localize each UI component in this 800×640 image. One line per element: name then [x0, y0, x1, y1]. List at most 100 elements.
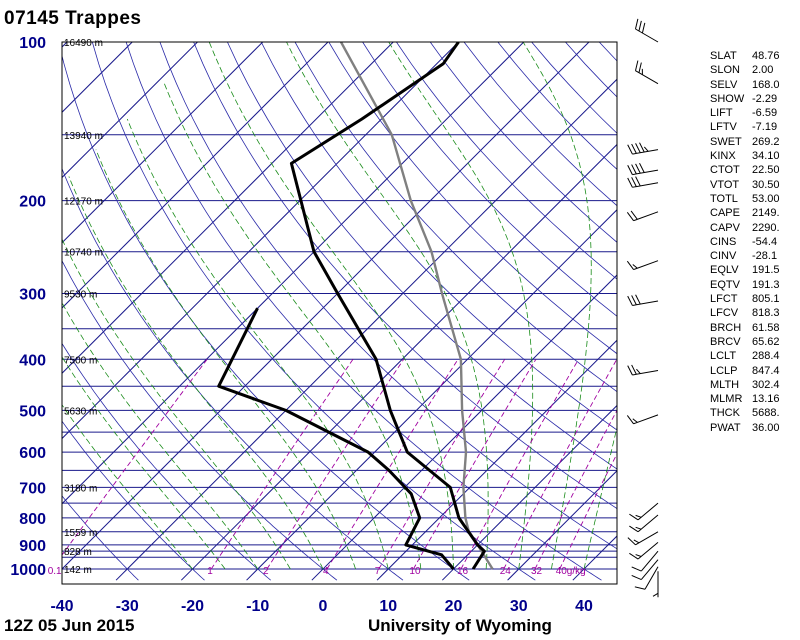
isotherm-line — [0, 30, 13, 580]
index-row: TOTL 53.00 — [710, 193, 780, 207]
index-name: MLTH — [710, 378, 740, 391]
pressure-tick-label: 100 — [19, 35, 46, 52]
index-row: PWAT 36.00 — [710, 422, 780, 436]
mixing-ratio-line — [326, 359, 459, 570]
index-value: 36.00 — [752, 421, 780, 434]
index-name: CTOT — [710, 164, 740, 177]
pressure-tick-label: 1000 — [10, 562, 46, 579]
moist-adiabat — [62, 356, 226, 570]
moist-adiabat — [286, 42, 489, 570]
moist-adiabat — [95, 149, 356, 570]
index-name: TOTL — [710, 192, 738, 205]
stability-indices-panel: SLAT 48.76 SLON 2.00 SELV 168.0 SHOW -2.29 LIFT -… — [710, 50, 780, 436]
isotherm-line — [62, 42, 590, 570]
dewpoint-profile — [217, 307, 455, 570]
wind-barb — [627, 162, 659, 176]
dry-adiabat — [62, 342, 271, 581]
index-row: SELV 168.0 — [710, 79, 780, 93]
index-row: LCLT 288.4 — [710, 350, 780, 364]
wind-barb — [627, 176, 659, 188]
index-value: 847.4 — [752, 364, 780, 377]
pressure-tick-label: 800 — [19, 511, 46, 528]
index-value: -54.4 — [752, 235, 778, 248]
index-value: -6.59 — [752, 107, 778, 120]
wind-barb — [626, 210, 659, 222]
index-name: THCK — [710, 407, 740, 420]
pressure-tick-label: 600 — [19, 445, 46, 462]
index-row: EQLV 191.5 — [710, 264, 780, 278]
wind-barb — [627, 142, 659, 155]
data-source: University of Wyoming — [368, 616, 552, 635]
height-label: 7500 m — [64, 355, 97, 366]
index-value: 13.16 — [752, 393, 780, 406]
index-row: MLTH 302.4 — [710, 379, 780, 393]
wind-barb — [652, 571, 659, 598]
temperature-tick-label: -40 — [50, 598, 73, 615]
moist-adiabat — [68, 176, 324, 570]
isotherm-line — [62, 42, 133, 113]
index-name: VTOT — [710, 178, 740, 191]
temperature-tick-label: 0 — [319, 598, 328, 615]
index-name: LFTV — [710, 121, 737, 134]
parcel-trace — [339, 42, 494, 570]
dry-adiabat — [62, 167, 404, 581]
index-name: LFCV — [710, 307, 739, 320]
moist-adiabat — [583, 425, 617, 570]
mixing-ratio-line — [534, 409, 617, 570]
dry-adiabat — [62, 54, 470, 581]
index-name: SWET — [710, 135, 742, 148]
dry-adiabat — [62, 260, 338, 581]
index-name: CINV — [710, 250, 737, 263]
temperature-profile — [289, 42, 486, 570]
index-row: SLAT 48.76 — [710, 50, 780, 64]
dry-adiabat — [125, 42, 602, 581]
dry-adiabat — [62, 420, 205, 581]
index-name: LCLT — [710, 350, 737, 363]
temperature-tick-label: 40 — [575, 598, 593, 615]
wind-barb — [629, 541, 659, 560]
plot-frame — [61, 41, 618, 585]
wind-barb — [629, 514, 659, 533]
dry-adiabat — [193, 42, 617, 510]
index-name: SELV — [710, 78, 738, 91]
index-row: BRCV 65.62 — [710, 336, 780, 350]
index-value: -28.1 — [752, 250, 778, 263]
index-value: 2.00 — [752, 64, 774, 77]
moist-adiabat — [522, 42, 592, 570]
index-row: CTOT 22.50 — [710, 164, 780, 178]
index-value: 22.50 — [752, 164, 780, 177]
index-name: SLAT — [710, 50, 737, 62]
dry-adiabat — [260, 42, 617, 431]
mixing-ratio-label: 2 — [263, 566, 269, 577]
index-name: EQTV — [710, 278, 740, 291]
moist-adiabat — [208, 42, 454, 569]
mixing-ratio-label: 24 — [500, 566, 512, 577]
mixing-ratio-label: 0.1 — [48, 566, 62, 577]
temperature-tick-label: 10 — [379, 598, 397, 615]
index-row: LFCV 818.3 — [710, 307, 780, 321]
dry-adiabat — [227, 42, 617, 470]
mixing-ratio-label: 4 — [323, 566, 329, 577]
index-value: 53.00 — [752, 192, 780, 205]
mixing-ratio-label: 1 — [207, 566, 213, 577]
index-value: 805.1 — [752, 293, 780, 306]
index-value: 818.3 — [752, 307, 780, 320]
index-row: THCK 5688. — [710, 407, 780, 421]
index-row: CAPV 2290. — [710, 222, 780, 236]
dry-adiabat — [328, 42, 617, 355]
index-row: CAPE 2149. — [710, 207, 780, 221]
index-value: 168.0 — [752, 78, 780, 91]
mixing-ratio-label: 10 — [409, 566, 421, 577]
moist-adiabat — [126, 118, 389, 570]
dry-adiabat — [294, 42, 617, 393]
index-value: 61.58 — [752, 321, 780, 334]
temperature-tick-label: -10 — [246, 598, 269, 615]
height-label: 16490 m — [64, 38, 103, 49]
moist-adiabat — [388, 42, 534, 570]
isotherm-line — [246, 209, 617, 581]
isotherm-line — [62, 42, 264, 244]
index-value: 2290. — [752, 221, 780, 234]
index-name: KINX — [710, 150, 736, 163]
index-row: SWET 269.2 — [710, 136, 780, 150]
